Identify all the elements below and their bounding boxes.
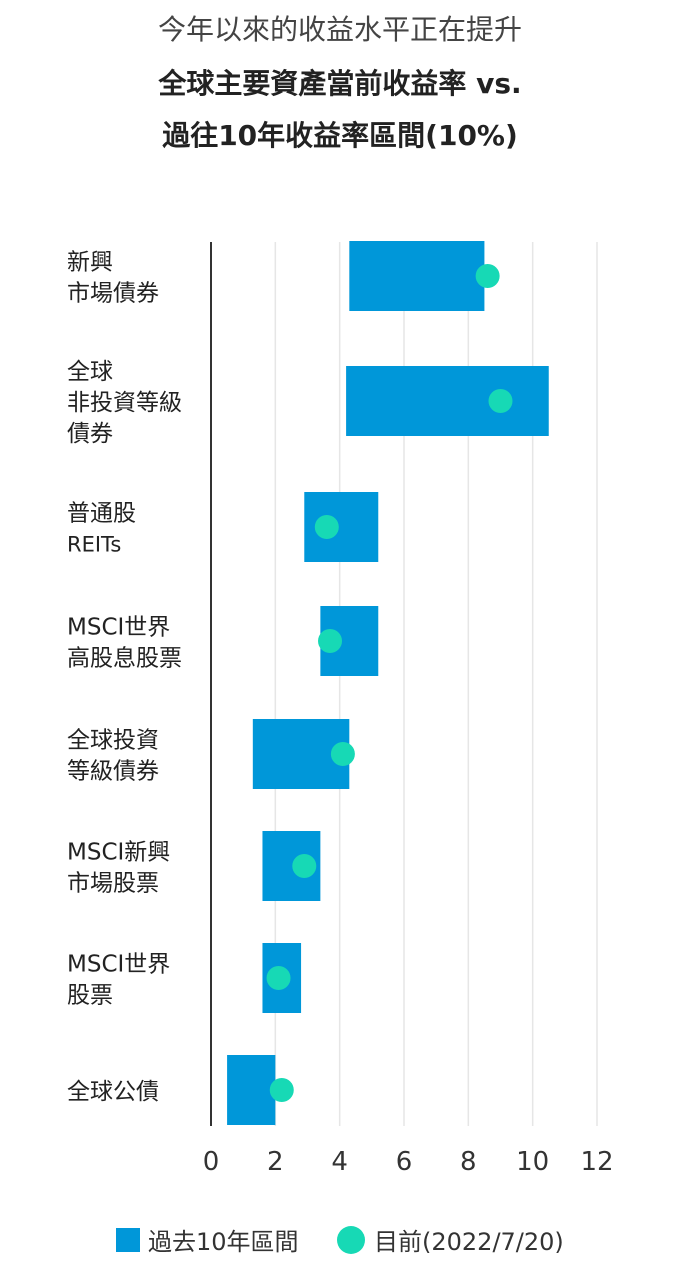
x-tick-label-4: 4 xyxy=(331,1147,348,1177)
category-label-7-0: 全球公債 xyxy=(67,1079,159,1105)
current-point-2 xyxy=(314,515,339,539)
chart-title-line2: 過往10年收益率區間(10%) xyxy=(162,119,518,152)
category-label-2-1: REITs xyxy=(67,533,121,557)
chart-title-line1: 全球主要資產當前收益率 vs. xyxy=(158,67,522,100)
category-label-4-0: 全球投資 xyxy=(67,728,159,754)
category-label-6-1: 股票 xyxy=(67,983,113,1009)
category-label-5-1: 市場股票 xyxy=(67,871,159,897)
range-bar-0 xyxy=(349,241,485,311)
range-bar-7 xyxy=(227,1055,276,1125)
legend-range-label: 過去10年區間 xyxy=(148,1228,299,1256)
category-label-1-2: 債券 xyxy=(67,421,113,447)
current-point-1 xyxy=(488,389,513,413)
category-label-0-0: 新興 xyxy=(67,250,113,276)
category-label-1-0: 全球 xyxy=(67,359,113,385)
category-label-0-1: 市場債券 xyxy=(67,281,159,307)
category-label-5-0: MSCI新興 xyxy=(67,840,170,866)
x-tick-label-2: 2 xyxy=(267,1147,284,1177)
category-label-2-0: 普通股 xyxy=(67,501,136,527)
chart-legend: 過去10年區間 目前(2022/7/20) xyxy=(0,1222,680,1262)
current-point-7 xyxy=(269,1078,294,1102)
chart-subtitle: 今年以來的收益水平正在提升 xyxy=(157,13,522,46)
range-bar-1 xyxy=(346,366,549,436)
current-point-5 xyxy=(292,854,317,878)
current-point-3 xyxy=(318,629,343,653)
current-point-4 xyxy=(330,742,355,766)
x-tick-label-8: 8 xyxy=(460,1147,477,1177)
x-tick-label-6: 6 xyxy=(396,1147,413,1177)
category-label-3-0: MSCI世界 xyxy=(67,615,170,641)
category-label-1-1: 非投資等級 xyxy=(67,390,182,416)
x-tick-label-12: 12 xyxy=(580,1147,613,1177)
current-point-6 xyxy=(266,966,291,990)
x-tick-label-0: 0 xyxy=(203,1147,220,1177)
legend-range-swatch xyxy=(116,1228,140,1252)
category-label-6-0: MSCI世界 xyxy=(67,952,170,978)
legend-current-dot xyxy=(337,1226,365,1254)
current-point-0 xyxy=(475,264,500,288)
legend-current-label: 目前(2022/7/20) xyxy=(374,1228,564,1256)
x-tick-label-10: 10 xyxy=(516,1147,549,1177)
category-label-3-1: 高股息股票 xyxy=(67,646,182,672)
category-label-4-1: 等級債券 xyxy=(67,759,159,785)
